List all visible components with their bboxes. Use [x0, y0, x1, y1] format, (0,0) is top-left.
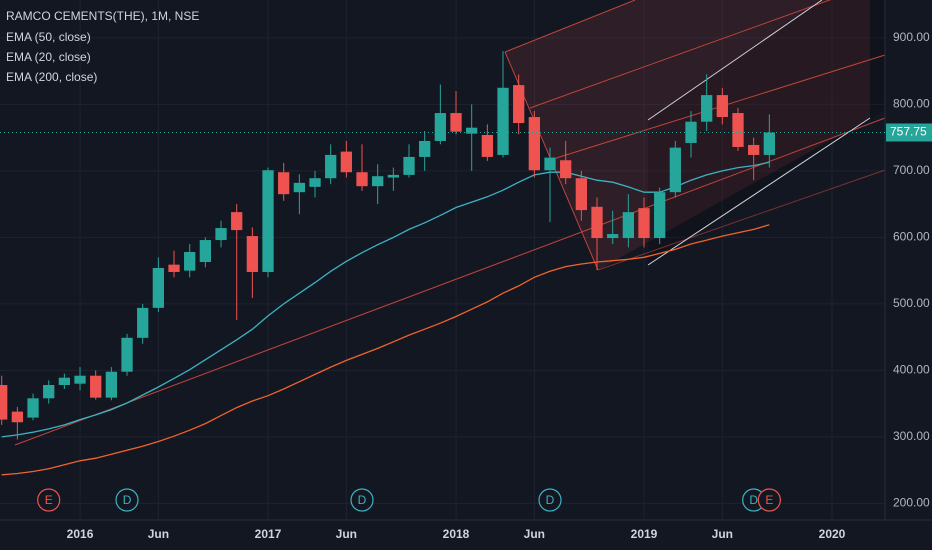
event-label: E [45, 493, 53, 507]
candle-body [262, 170, 274, 272]
candle-body [654, 192, 666, 239]
candle-body [748, 144, 760, 155]
candle-body [356, 172, 368, 187]
candle-body [168, 264, 180, 272]
event-marker [350, 488, 374, 512]
candle-body [105, 371, 118, 398]
ema-line [1, 161, 770, 438]
channel-line [647, 0, 823, 121]
candle-body [231, 212, 243, 231]
candle-body [481, 134, 493, 157]
candle-body [215, 228, 227, 241]
candle-body [716, 95, 728, 118]
x-tick-label: Jun [148, 527, 169, 541]
event-label: D [749, 493, 758, 507]
candle-body [575, 178, 587, 211]
candle-body [497, 87, 509, 155]
x-tick-label: 2018 [443, 527, 470, 541]
candle-body [137, 307, 149, 338]
event-label: D [123, 493, 132, 507]
legend-entry: EMA (50, close) [6, 30, 91, 44]
y-tick-label: 300.00 [893, 429, 930, 443]
candle-body [560, 160, 572, 179]
candle-body [591, 206, 603, 239]
candle-body [638, 208, 650, 239]
candle-body [199, 240, 211, 262]
candle-body [293, 182, 305, 193]
candle-body [43, 385, 55, 399]
candle-body [309, 178, 321, 187]
y-tick-label: 900.00 [893, 30, 930, 44]
candle-body [622, 212, 634, 239]
candle-body [528, 117, 540, 171]
candle-body [669, 147, 681, 193]
last-price-box [886, 123, 932, 142]
candle-body [90, 375, 102, 398]
chart-title: RAMCO CEMENTS(THE), 1M, NSE [6, 9, 199, 23]
candle-body [74, 375, 86, 384]
candle-body [372, 176, 384, 187]
candle-body [403, 156, 415, 175]
x-tick-label: 2020 [819, 527, 846, 541]
candle-body [544, 157, 556, 171]
y-tick-label: 800.00 [893, 97, 930, 111]
legend-entry: EMA (200, close) [6, 70, 97, 84]
candle-body [419, 140, 431, 157]
candle-body [278, 172, 290, 195]
candle-body [152, 267, 165, 308]
event-label: D [546, 493, 555, 507]
candle-body [387, 174, 399, 178]
y-tick-label: 200.00 [893, 496, 930, 510]
candle-body [732, 113, 744, 147]
legend-entry: EMA (20, close) [6, 50, 91, 64]
candle-body [763, 132, 775, 155]
candle-body [434, 113, 446, 141]
candle-body [246, 236, 258, 272]
event-marker [538, 488, 562, 512]
candle-body [11, 411, 24, 423]
candle-body [450, 113, 462, 132]
event-marker [37, 488, 61, 512]
candle-body [466, 127, 478, 134]
candle-body [184, 252, 196, 271]
y-tick-label: 500.00 [893, 296, 930, 310]
candle-body [27, 398, 39, 418]
x-tick-label: Jun [524, 527, 545, 541]
event-marker [757, 488, 781, 512]
channel-line [647, 117, 871, 266]
candle-body [0, 385, 8, 420]
candle-body [513, 85, 525, 124]
pitchfork-line [529, 0, 832, 109]
x-tick-label: 2016 [67, 527, 94, 541]
candle-body [701, 95, 713, 122]
candle-body [340, 151, 352, 173]
axes: 200.00 300.00 400.00 500.00 600.00 700.00 800.… [67, 30, 930, 541]
candle-body [685, 121, 697, 143]
plot [0, 51, 775, 476]
y-tick-label: 600.00 [893, 230, 930, 244]
last-price-label: 757.75 [890, 125, 927, 139]
event-label: E [765, 493, 773, 507]
x-tick-label: Jun [336, 527, 357, 541]
candle-body [325, 154, 337, 179]
candle-body [607, 234, 619, 239]
event-marker [115, 488, 139, 512]
price-axis [885, 0, 932, 550]
candle-body [58, 377, 71, 386]
x-tick-label: 2019 [631, 527, 658, 541]
event-label: D [358, 493, 367, 507]
pitchfork-line [597, 169, 886, 271]
pitchfork-line [14, 117, 886, 446]
x-tick-label: 2017 [255, 527, 282, 541]
candle-body [121, 337, 133, 372]
pitchfork-line [504, 0, 636, 53]
ema-line [1, 224, 770, 476]
y-tick-label: 400.00 [893, 363, 930, 377]
y-tick-label: 700.00 [893, 163, 930, 177]
x-tick-label: Jun [712, 527, 733, 541]
